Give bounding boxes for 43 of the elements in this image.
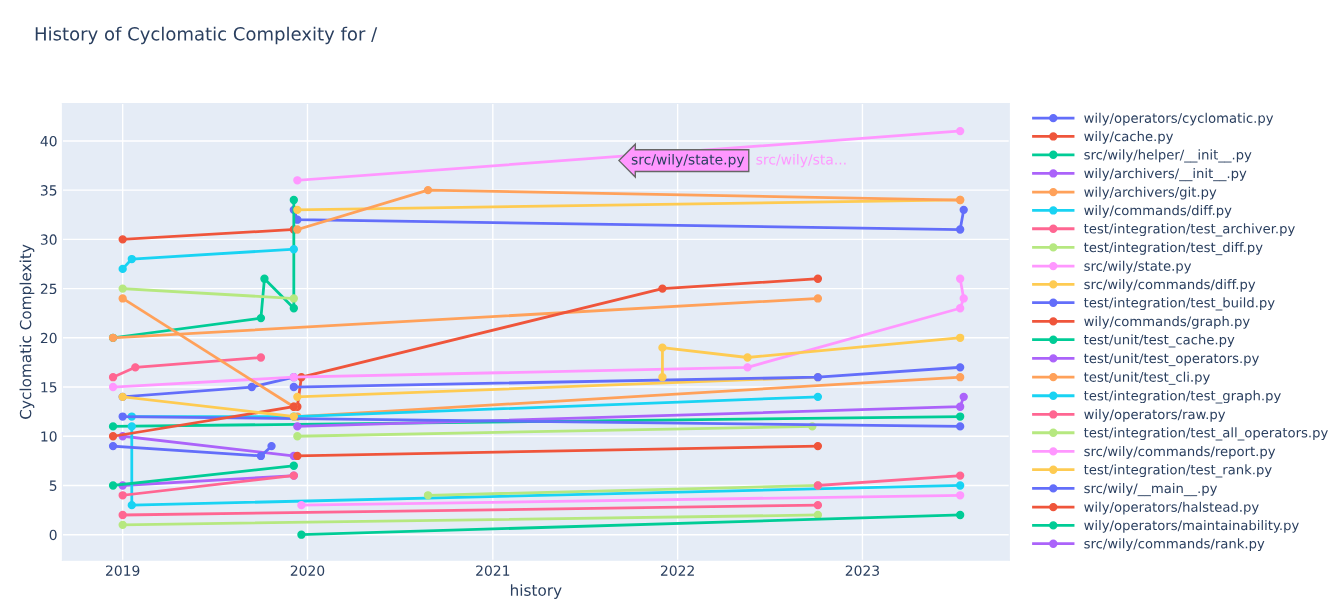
annotation: src/wily/sta... [756,153,846,168]
legend-label: wily/cache.py [1084,131,1174,144]
x-tick-label: 2023 [845,565,879,576]
legend-label: wily/commands/diff.py [1084,205,1232,218]
x-axis-title: history [510,584,562,599]
legend-label: wily/operators/raw.py [1084,409,1226,422]
x-tick-label: 2022 [660,565,694,576]
legend-label: test/unit/test_cli.py [1083,371,1210,385]
legend-label: test/unit/test_cache.py [1083,334,1235,348]
legend-label: wily/archivers/git.py [1084,186,1217,200]
y-tick-label: 15 [41,382,57,393]
legend-label: test/integration/test_all_operators.py [1083,427,1328,441]
y-axis-title: Cyclomatic Complexity [19,244,35,419]
y-tick-label: 0 [49,529,57,541]
x-tick-label: 2019 [106,565,140,576]
x-tick-label: 2020 [290,565,325,576]
y-tick-label: 5 [49,480,57,491]
y-tick-label: 20 [40,332,57,344]
x-tick-label: 2021 [476,565,510,576]
y-tick-label: 10 [41,431,57,442]
annotation: src/wily/state.py [631,153,745,168]
legend-label: wily/operators/maintainability.py [1084,519,1299,533]
legend-label: src/wily/state.py [1084,260,1192,274]
legend-label: test/integration/test_diff.py [1083,242,1263,256]
legend-label: src/wily/commands/rank.py [1084,538,1265,552]
legend-label: wily/archivers/__init__.py [1084,168,1247,182]
y-tick-label: 25 [40,283,57,295]
legend-label: test/integration/test_build.py [1083,297,1275,311]
y-tick-label: 40 [40,135,57,147]
y-tick-label: 30 [40,234,57,245]
legend-label: test/integration/test_archiver.py [1083,223,1295,237]
legend-label: src/wily/commands/report.py [1084,446,1276,459]
legend-label: wily/operators/halstead.py [1084,501,1259,515]
legend-label: test/integration/test_rank.py [1083,464,1272,478]
legend-label: src/wily/helper/__init__.py [1084,149,1252,163]
chart-title: History of Cyclomatic Complexity for / [35,26,378,45]
legend-label: src/wily/__main__.py [1084,483,1218,497]
legend-label: wily/commands/graph.py [1084,316,1250,329]
y-tick-label: 35 [40,185,57,196]
legend-label: wily/operators/cyclomatic.py [1084,112,1274,126]
legend-label: test/integration/test_graph.py [1083,390,1281,404]
legend-label: test/unit/test_operators.py [1083,352,1259,367]
legend-label: src/wily/commands/diff.py [1084,279,1256,292]
